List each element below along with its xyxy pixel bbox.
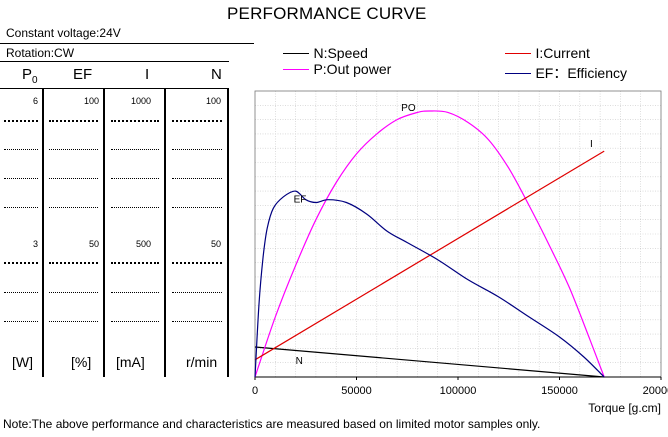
legend-label: I:Current [535, 45, 590, 61]
col-header-p0: P0 [22, 66, 38, 86]
voltage-label: Constant voltage:24V [6, 26, 121, 40]
footnote: Note:The above performance and character… [3, 417, 541, 431]
chart-title: PERFORMANCE CURVE [227, 4, 427, 23]
x-tick-label: 200000 [643, 385, 668, 397]
col-header-n: N [211, 66, 222, 83]
scale-top-ef: 100 [83, 96, 99, 106]
legend-current: I:Current [505, 45, 590, 63]
x-tick-label: 150000 [541, 385, 578, 397]
scale-tick [111, 292, 159, 293]
scale-tick [4, 321, 38, 322]
scale-tick [4, 149, 38, 150]
legend-label: N:Speed [313, 45, 368, 61]
column-separator [42, 88, 44, 377]
scale-tick [111, 120, 159, 122]
scale-tick [49, 120, 98, 122]
scale-tick [172, 207, 222, 208]
rotation-label: Rotation:CW [6, 46, 75, 60]
unit-ef: [%] [71, 354, 92, 370]
scale-mid-p0: 3 [32, 239, 38, 249]
scale-tick [172, 262, 222, 264]
column-separator [103, 88, 105, 377]
legend-swatch [505, 53, 531, 55]
column-separator [164, 88, 166, 377]
col-header-i: I [145, 66, 150, 83]
curve-label-po: PO [401, 103, 416, 114]
legend-efficiency: EF：Efficiency [505, 63, 627, 83]
x-tick-label: 0 [252, 385, 258, 397]
scale-top-n: 100 [205, 96, 221, 106]
scale-mid-i: 500 [135, 239, 151, 249]
scale-top-p0: 6 [32, 96, 38, 106]
x-tick-label: 100000 [440, 385, 477, 397]
scale-tick [172, 149, 222, 150]
scale-tick [4, 120, 38, 122]
scale-tick [4, 292, 38, 293]
unit-i: [mA] [116, 354, 145, 370]
scale-mid-n: 50 [210, 239, 221, 249]
series-line-n [254, 346, 605, 378]
legend-label: EF：Efficiency [535, 65, 627, 81]
scale-tick [172, 120, 222, 122]
scale-tick [111, 262, 159, 264]
scale-tick [4, 207, 38, 208]
scale-tick [172, 321, 222, 322]
legend-power: P:Out power [283, 61, 391, 79]
x-axis-label: Torque [g.cm] [588, 401, 661, 415]
series-line-ef [254, 190, 605, 378]
curve-label-i: I [590, 139, 593, 150]
legend-label: P:Out power [313, 61, 392, 77]
scale-mid-ef: 50 [88, 239, 99, 249]
scale-tick [49, 149, 98, 150]
series-line-po [254, 110, 605, 378]
scale-tick [49, 178, 98, 179]
scale-tick [111, 178, 159, 179]
x-tick-label: 50000 [341, 385, 372, 397]
scale-tick [49, 321, 98, 322]
header-divider [0, 88, 229, 89]
scale-tick [111, 149, 159, 150]
divider [0, 61, 229, 62]
unit-n: r/min [186, 354, 218, 370]
scale-tick [111, 207, 159, 208]
scale-tick [49, 207, 98, 208]
scale-tick [49, 292, 98, 293]
scale-tick [49, 262, 98, 264]
scale-tick [111, 321, 159, 322]
legend-swatch [283, 53, 309, 55]
scale-tick [172, 292, 222, 293]
column-separator [227, 88, 229, 377]
curve-label-ef: EF [294, 195, 307, 206]
legend-swatch [505, 73, 531, 75]
scale-tick [4, 178, 38, 179]
col-header-ef: EF [73, 66, 93, 83]
scale-top-i: 1000 [130, 96, 151, 106]
legend-swatch [283, 69, 309, 71]
legend-speed: N:Speed [283, 45, 368, 63]
divider [0, 43, 254, 44]
unit-p0: [W] [12, 354, 33, 370]
scale-tick [172, 178, 222, 179]
scale-tick [4, 262, 38, 264]
curve-label-n: N [296, 356, 303, 367]
